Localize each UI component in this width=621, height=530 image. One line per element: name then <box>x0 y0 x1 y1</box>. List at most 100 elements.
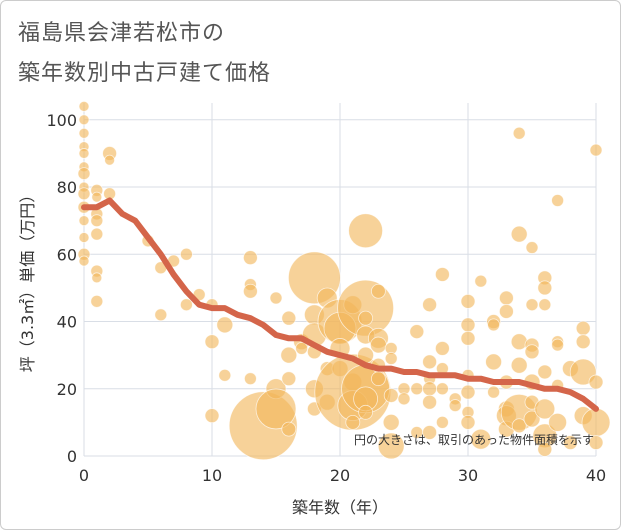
data-bubble <box>510 333 528 351</box>
y-tick-label: 80 <box>57 178 77 197</box>
data-bubble <box>216 316 234 334</box>
data-bubble <box>460 414 476 430</box>
data-bubble <box>460 293 476 309</box>
data-bubble <box>525 298 539 312</box>
x-axis-label: 築年数（年） <box>292 498 388 517</box>
x-tick-label: 0 <box>79 466 89 485</box>
data-bubble <box>77 187 91 201</box>
y-tick-label: 40 <box>57 313 77 332</box>
data-bubble <box>563 435 578 450</box>
data-bubble <box>77 167 91 181</box>
tick-layer: 0 10 20 30 40 0 20 40 60 80 100 <box>46 111 606 485</box>
data-bubble <box>422 297 438 313</box>
chart-title-line-1: 福島県会津若松市の <box>18 21 226 46</box>
data-bubble <box>422 354 438 370</box>
data-bubble <box>537 280 553 296</box>
data-bubble <box>422 425 438 440</box>
data-bubble <box>218 368 232 382</box>
data-bubble <box>179 298 193 312</box>
data-bubble <box>498 290 514 306</box>
data-bubble <box>91 272 103 284</box>
data-bubble <box>551 194 564 207</box>
x-tick-label: 40 <box>586 466 606 485</box>
x-tick-label: 20 <box>330 466 350 485</box>
data-bubble <box>78 215 90 227</box>
data-bubble <box>78 127 90 139</box>
data-bubble <box>511 418 527 434</box>
data-bubble <box>470 428 492 450</box>
data-bubble <box>78 232 90 243</box>
data-bubble <box>410 382 424 396</box>
data-bubble <box>358 310 374 326</box>
y-tick-label: 0 <box>67 447 77 466</box>
data-bubble <box>525 241 539 254</box>
x-tick-label: 30 <box>458 466 478 485</box>
data-bubble <box>384 352 398 365</box>
data-bubble <box>551 338 564 352</box>
data-bubble <box>204 334 220 350</box>
data-bubble <box>435 382 449 396</box>
data-bubble <box>523 410 541 428</box>
data-bubble <box>397 392 411 406</box>
data-bubble <box>104 154 115 166</box>
trend-line <box>81 197 599 412</box>
data-bubble <box>78 148 90 159</box>
data-bubble <box>280 346 298 364</box>
data-bubble <box>422 394 438 410</box>
data-bubble <box>409 324 425 340</box>
data-bubble <box>434 341 450 356</box>
data-bubble <box>538 298 552 312</box>
data-bubble <box>487 385 501 399</box>
data-bubble <box>537 441 553 457</box>
data-bubble <box>78 100 90 112</box>
data-bubble <box>78 255 90 267</box>
data-bubble <box>434 267 450 282</box>
data-bubble <box>524 344 540 360</box>
data-bubble <box>370 283 386 299</box>
y-axis-label: 坪（3.3㎡）単価（万円） <box>18 187 37 372</box>
data-bubble <box>204 408 220 424</box>
data-bubble <box>510 356 528 374</box>
data-bubble <box>281 310 297 326</box>
data-bubble <box>242 283 258 299</box>
y-tick-label: 20 <box>57 380 77 399</box>
data-bubble <box>358 404 374 420</box>
data-bubble <box>575 334 591 350</box>
data-bubble <box>474 274 488 288</box>
y-tick-label: 60 <box>57 245 77 264</box>
data-bubble <box>383 388 399 403</box>
chart-title-line-2: 築年数別中古戸建て価格 <box>18 61 272 86</box>
data-bubble <box>485 353 503 371</box>
data-bubble <box>498 304 514 319</box>
data-bubble <box>534 398 556 420</box>
data-bubble <box>90 227 104 241</box>
data-bubble <box>345 414 361 430</box>
data-bubble <box>537 364 553 380</box>
data-bubble <box>269 291 283 305</box>
data-bubble <box>295 342 309 355</box>
bubble-size-note: 円の大きさは、取引のあった物件面積を示す <box>354 432 594 447</box>
data-bubble <box>255 388 297 430</box>
y-tick-label: 100 <box>46 111 77 130</box>
data-bubble <box>487 318 501 332</box>
data-bubble <box>588 374 604 390</box>
data-bubble <box>91 191 103 203</box>
data-bubble <box>243 372 257 386</box>
data-bubble <box>448 399 462 412</box>
data-bubble <box>460 317 476 333</box>
data-bubble <box>281 371 297 387</box>
data-bubble <box>377 432 405 460</box>
bubble-layer <box>77 100 611 461</box>
data-bubble <box>422 381 438 397</box>
data-bubble <box>348 213 384 249</box>
data-bubble <box>78 114 90 126</box>
data-bubble <box>281 421 297 437</box>
x-tick-label: 10 <box>202 466 222 485</box>
data-bubble <box>575 320 591 336</box>
data-bubble <box>382 413 400 431</box>
data-bubble <box>589 143 603 157</box>
data-bubble <box>154 308 168 322</box>
data-bubble <box>179 247 193 261</box>
data-bubble <box>369 336 387 354</box>
